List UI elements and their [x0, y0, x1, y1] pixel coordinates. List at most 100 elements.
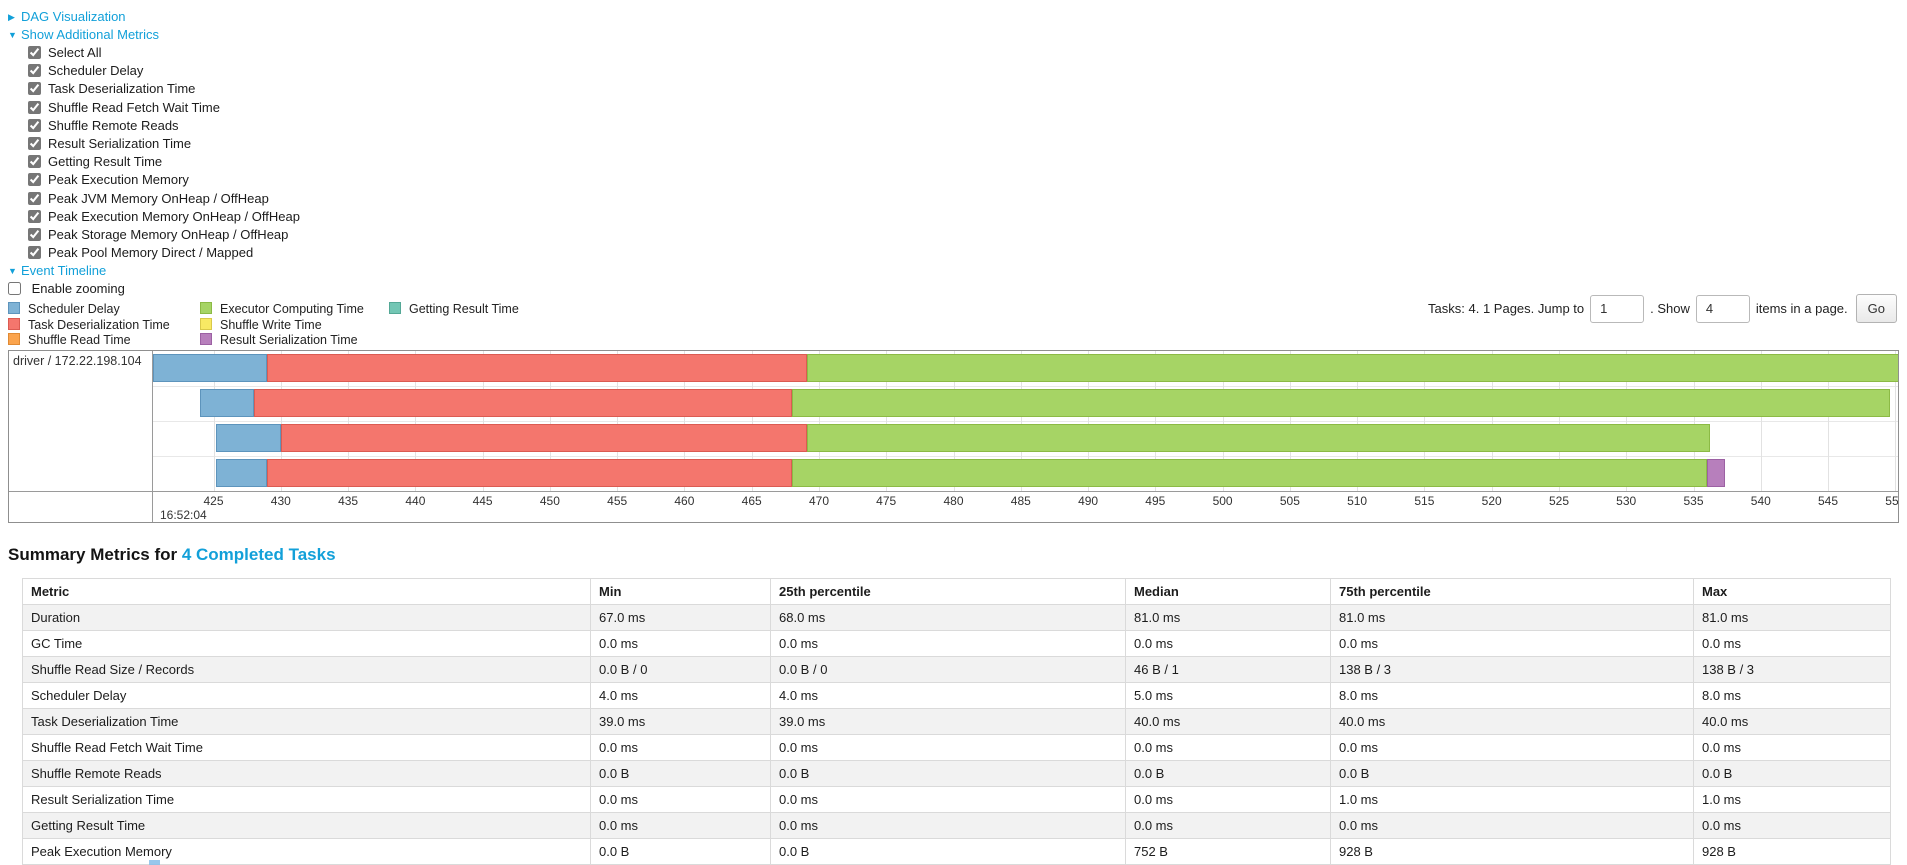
metric-value-cell: 1.0 ms [1693, 786, 1891, 814]
column-header-75th-percentile: 75th percentile [1330, 578, 1694, 606]
tick-gridline [1088, 351, 1090, 492]
metric-row-peak-pool-memory-direct-mapped: Peak Pool Memory Direct / Mapped [28, 244, 1907, 262]
axis-tick-label: 515 [1414, 494, 1435, 509]
task-bar-segment-executor-computing[interactable] [792, 459, 1707, 488]
x-axis-line [9, 491, 1898, 493]
event-timeline-chart[interactable]: 425 430 435 440 445 450 455 460 465 470 475 480 485 4… [8, 350, 1899, 524]
tick-gridline [617, 351, 619, 492]
table-header-row: Metric Min 25th percentile Median 75th perce… [22, 578, 1891, 606]
axis-time-label: 16:52:04 [160, 508, 207, 523]
axis-tick-label: 445 [472, 494, 493, 509]
legend-label: Scheduler Delay [28, 302, 120, 317]
go-button[interactable]: Go [1855, 294, 1897, 324]
metric-value-cell: 39.0 ms [590, 708, 771, 736]
metric-name-cell: Shuffle Read Fetch Wait Time [22, 734, 591, 762]
metric-row-peak-jvm-memory-onheap-offheap: Peak JVM Memory OnHeap / OffHeap [28, 190, 1907, 208]
axis-tick-label: 450 [539, 494, 560, 509]
metric-value-cell: 8.0 ms [1693, 682, 1891, 710]
legend-label: Shuffle Read Time [28, 333, 131, 348]
show-additional-metrics-toggle[interactable]: ▼ Show Additional Metrics [8, 26, 1907, 44]
axis-tick-label: 525 [1548, 494, 1570, 509]
metric-checkbox-peak-execution-memory-onheap-offheap[interactable] [28, 209, 41, 223]
axis-tick-label: 475 [876, 494, 897, 509]
task-bar-segment-scheduler-delay[interactable] [216, 424, 281, 453]
legend-item-shuffle-read: Shuffle Read Time [8, 333, 200, 349]
metric-name-cell: Shuffle Remote Reads [22, 760, 591, 788]
metric-value-cell: 8.0 ms [1330, 682, 1694, 710]
metric-checkbox-shuffle-read-fetch-wait-time[interactable] [28, 100, 41, 114]
metric-value-cell: 0.0 B [1693, 760, 1891, 788]
task-bar-segment-task-deserialization[interactable] [280, 424, 807, 453]
metric-name-cell: Task Deserialization Time [22, 708, 591, 736]
metric-checkbox-peak-pool-memory-direct-mapped[interactable] [28, 246, 41, 260]
metric-name-cell: Peak Execution Memory [22, 838, 591, 865]
metric-checkbox-result-serialization-time[interactable] [28, 137, 41, 151]
metric-name-cell: Shuffle Read Size / Records [22, 656, 591, 684]
metric-checkbox-peak-jvm-memory-onheap-offheap[interactable] [28, 191, 41, 205]
axis-tick-label: 480 [943, 494, 964, 509]
timeline-legend: Scheduler Delay Task Deserialization Time… [8, 302, 1907, 349]
task-bar-segment-scheduler-delay[interactable] [216, 459, 268, 488]
metric-value-cell: 0.0 B / 0 [770, 656, 1126, 684]
metric-value-cell: 0.0 ms [1693, 630, 1891, 658]
metric-value-cell: 0.0 B [1330, 760, 1694, 788]
legend-swatch-scheduler-delay [8, 302, 20, 315]
metric-value-cell: 0.0 B [590, 760, 771, 788]
table-row: Peak Execution Memory 0.0 B 0.0 B 752 B 928 … [22, 838, 1891, 865]
task-bar-segment-task-deserialization[interactable] [253, 389, 793, 418]
metric-checkbox-peak-execution-memory[interactable] [28, 173, 41, 187]
legend-item-task-deserialization: Task Deserialization Time [8, 317, 200, 334]
metric-value-cell: 0.0 ms [770, 812, 1126, 840]
table-row: Shuffle Remote Reads 0.0 B 0.0 B 0.0 B 0.0 B… [22, 760, 1891, 788]
task-bar-segment-scheduler-delay[interactable] [153, 354, 268, 383]
task-bar-segment-task-deserialization[interactable] [267, 354, 807, 383]
metric-checkbox-scheduler-delay[interactable] [28, 64, 41, 78]
metric-row-shuffle-read-fetch-wait-time: Shuffle Read Fetch Wait Time [28, 99, 1907, 117]
tick-gridline [1693, 351, 1695, 492]
task-bar-segment-task-deserialization[interactable] [267, 459, 793, 488]
enable-zooming-checkbox[interactable] [8, 282, 21, 296]
metric-checkbox-getting-result-time[interactable] [28, 155, 41, 169]
metric-checkbox-peak-storage-memory-onheap-offheap[interactable] [28, 228, 41, 242]
task-bar-segment-executor-computing[interactable] [806, 354, 1898, 383]
task-bar-segment-executor-computing[interactable] [806, 424, 1710, 453]
legend-label: Result Serialization Time [220, 333, 358, 348]
event-timeline-toggle[interactable]: ▼ Event Timeline [8, 262, 1907, 280]
metric-value-cell: 0.0 ms [1330, 630, 1694, 658]
metric-value-cell: 0.0 ms [1125, 734, 1331, 762]
enable-zooming-row: Enable zooming [8, 280, 1907, 298]
metric-checkbox-shuffle-remote-reads[interactable] [28, 118, 41, 132]
axis-tick-label: 430 [270, 494, 291, 509]
task-bar-segment-executor-computing[interactable] [792, 389, 1890, 418]
metric-value-cell: 0.0 ms [770, 630, 1126, 658]
legend-item-executor-computing: Executor Computing Time [200, 302, 389, 318]
metric-value-cell: 46 B / 1 [1125, 656, 1331, 684]
clipped-link-fragment [149, 860, 160, 865]
legend-column: Executor Computing Time Shuffle Write Tim… [200, 302, 389, 349]
legend-swatch-task-deserialization [8, 317, 20, 330]
metric-value-cell: 0.0 ms [770, 786, 1126, 814]
task-bar-segment-scheduler-delay[interactable] [200, 389, 254, 418]
column-header-median: Median [1125, 578, 1331, 606]
metric-value-cell: 40.0 ms [1330, 708, 1694, 736]
table-row: Shuffle Read Size / Records 0.0 B / 0 0.0 … [22, 656, 1891, 684]
items-per-page-text: items in a page. [1755, 301, 1848, 317]
dag-visualization-toggle[interactable]: ▶ DAG Visualization [8, 8, 1907, 26]
metric-checkbox-label: Shuffle Read Fetch Wait Time [48, 99, 220, 115]
metric-value-cell: 928 B [1330, 838, 1694, 865]
tick-gridline [482, 351, 484, 492]
tick-gridline [1491, 351, 1493, 492]
completed-tasks-link[interactable]: 4 Completed Tasks [181, 545, 336, 565]
axis-tick-label: 440 [405, 494, 426, 509]
axis-tick-label: 460 [674, 494, 695, 509]
jump-to-page-input[interactable] [1590, 294, 1645, 323]
axis-tick-label: 505 [1279, 494, 1300, 509]
table-row: Getting Result Time 0.0 ms 0.0 ms 0.0 ms 0.0… [22, 812, 1891, 840]
task-bar-segment-result-serialization[interactable] [1707, 459, 1725, 488]
metric-checkbox-label: Shuffle Remote Reads [48, 117, 179, 133]
metric-checkbox-select-all[interactable] [28, 46, 41, 59]
metric-checkbox-task-deserialization-time[interactable] [28, 82, 41, 96]
column-header-25th-percentile: 25th percentile [770, 578, 1126, 606]
timeline-legend-bar: Scheduler Delay Task Deserialization Time… [8, 294, 1907, 349]
items-per-page-input[interactable] [1695, 294, 1750, 323]
